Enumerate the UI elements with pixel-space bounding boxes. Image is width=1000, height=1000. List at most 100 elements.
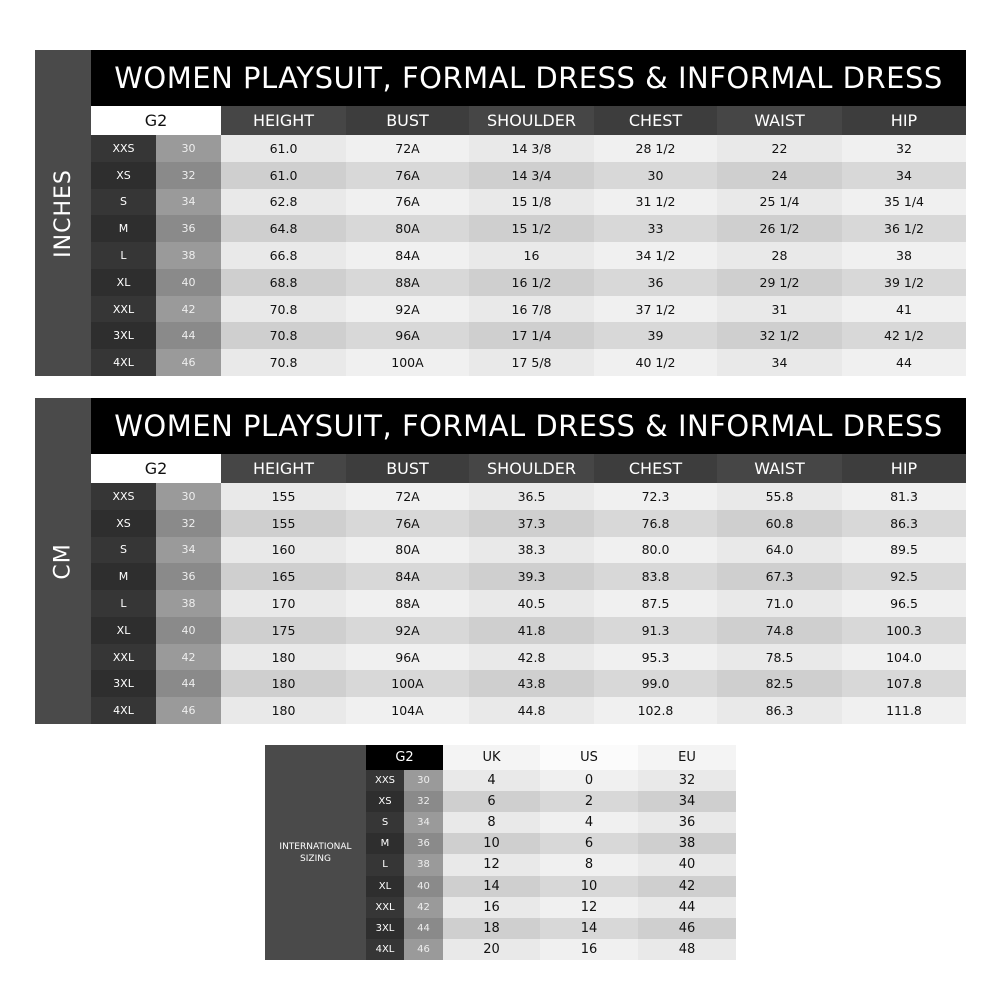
size-table: G2 HEIGHT BUST SHOULDER CHEST WAIST HIP XXS 30 61…	[91, 106, 966, 376]
size-number: 34	[404, 812, 443, 834]
unit-label: CM	[50, 542, 76, 580]
size-label: 3XL	[366, 917, 404, 939]
size-label: 4XL	[91, 697, 156, 724]
size-label: XXS	[91, 483, 156, 510]
table-cell: 70.8	[221, 322, 346, 350]
table-cell: 71.0	[717, 590, 842, 617]
size-label: L	[91, 590, 156, 617]
table-cell: 100A	[346, 670, 469, 698]
table-cell: 84A	[346, 242, 469, 269]
size-number: 42	[156, 295, 221, 323]
size-number: 44	[156, 670, 221, 698]
column-header: US	[540, 745, 638, 770]
size-label: 4XL	[91, 349, 156, 376]
table-cell: 34 1/2	[594, 242, 717, 269]
column-header: HEIGHT	[221, 454, 346, 483]
column-header: WAIST	[717, 454, 842, 483]
table-cell: 70.8	[221, 349, 346, 376]
table-cell: 22	[717, 135, 842, 162]
size-number: 30	[156, 483, 221, 510]
table-cell: 40	[638, 854, 736, 876]
size-number: 34	[156, 188, 221, 216]
table-cell: 14 3/8	[469, 135, 594, 162]
table-cell: 36	[594, 268, 717, 296]
table-cell: 99.0	[594, 670, 717, 698]
table-cell: 30	[594, 161, 717, 189]
size-label: L	[366, 854, 404, 876]
table-cell: 39 1/2	[842, 268, 966, 296]
size-label: S	[91, 536, 156, 564]
g2-header: G2	[91, 106, 221, 135]
table-cell: 26 1/2	[717, 215, 842, 243]
table-cell: 6	[443, 791, 540, 813]
size-table: G2 UK US EU XXS 30 4 0 32 XS 32 6 2 34 S 34 8 4 36 M 36 10 6 38…	[366, 745, 736, 960]
table-cell: 14	[443, 875, 540, 897]
size-number: 42	[404, 896, 443, 918]
table-cell: 46	[638, 917, 736, 939]
table-cell: 15 1/2	[469, 215, 594, 243]
table-cell: 0	[540, 770, 638, 792]
size-number: 40	[156, 268, 221, 296]
table-cell: 12	[443, 854, 540, 876]
table-cell: 8	[540, 854, 638, 876]
table-cell: 42.8	[469, 643, 594, 671]
table-cell: 91.3	[594, 616, 717, 644]
table-cell: 92.5	[842, 563, 966, 591]
table-cell: 60.8	[717, 509, 842, 537]
table-cell: 31	[717, 295, 842, 323]
column-header: SHOULDER	[469, 106, 594, 135]
table-cell: 35 1/4	[842, 188, 966, 216]
table-cell: 38	[638, 833, 736, 855]
table-cell: 17 1/4	[469, 322, 594, 350]
table-cell: 107.8	[842, 670, 966, 698]
column-header: EU	[638, 745, 736, 770]
table-cell: 12	[540, 896, 638, 918]
cm-size-chart: CM WOMEN PLAYSUIT, FORMAL DRESS & INFORM…	[35, 398, 966, 724]
table-cell: 34	[638, 791, 736, 813]
size-label: S	[91, 188, 156, 216]
size-label: XXL	[91, 643, 156, 671]
table-cell: 64.8	[221, 215, 346, 243]
table-cell: 96A	[346, 322, 469, 350]
table-cell: 14	[540, 917, 638, 939]
table-cell: 160	[221, 536, 346, 564]
size-label: M	[91, 215, 156, 243]
size-number: 36	[156, 215, 221, 243]
table-cell: 72A	[346, 483, 469, 510]
table-cell: 89.5	[842, 536, 966, 564]
table-cell: 180	[221, 697, 346, 724]
size-label: XXL	[366, 896, 404, 918]
column-header: CHEST	[594, 454, 717, 483]
table-cell: 14 3/4	[469, 161, 594, 189]
table-cell: 66.8	[221, 242, 346, 269]
table-cell: 16 7/8	[469, 295, 594, 323]
table-cell: 165	[221, 563, 346, 591]
size-number: 30	[156, 135, 221, 162]
table-cell: 25 1/4	[717, 188, 842, 216]
table-cell: 61.0	[221, 161, 346, 189]
table-cell: 55.8	[717, 483, 842, 510]
table-cell: 32	[842, 135, 966, 162]
size-label: XXS	[91, 135, 156, 162]
size-number: 46	[404, 938, 443, 960]
table-cell: 175	[221, 616, 346, 644]
table-cell: 84A	[346, 563, 469, 591]
table-cell: 180	[221, 643, 346, 671]
table-cell: 6	[540, 833, 638, 855]
column-header: SHOULDER	[469, 454, 594, 483]
table-cell: 4	[443, 770, 540, 792]
table-cell: 38	[842, 242, 966, 269]
table-cell: 170	[221, 590, 346, 617]
table-cell: 42 1/2	[842, 322, 966, 350]
column-header: HEIGHT	[221, 106, 346, 135]
table-cell: 104A	[346, 697, 469, 724]
chart-title: WOMEN PLAYSUIT, FORMAL DRESS & INFORMAL …	[91, 398, 966, 454]
table-cell: 95.3	[594, 643, 717, 671]
size-number: 40	[404, 875, 443, 897]
table-cell: 111.8	[842, 697, 966, 724]
table-cell: 70.8	[221, 295, 346, 323]
size-number: 34	[156, 536, 221, 564]
table-cell: 16	[469, 242, 594, 269]
chart-title: WOMEN PLAYSUIT, FORMAL DRESS & INFORMAL …	[91, 50, 966, 106]
table-cell: 38.3	[469, 536, 594, 564]
